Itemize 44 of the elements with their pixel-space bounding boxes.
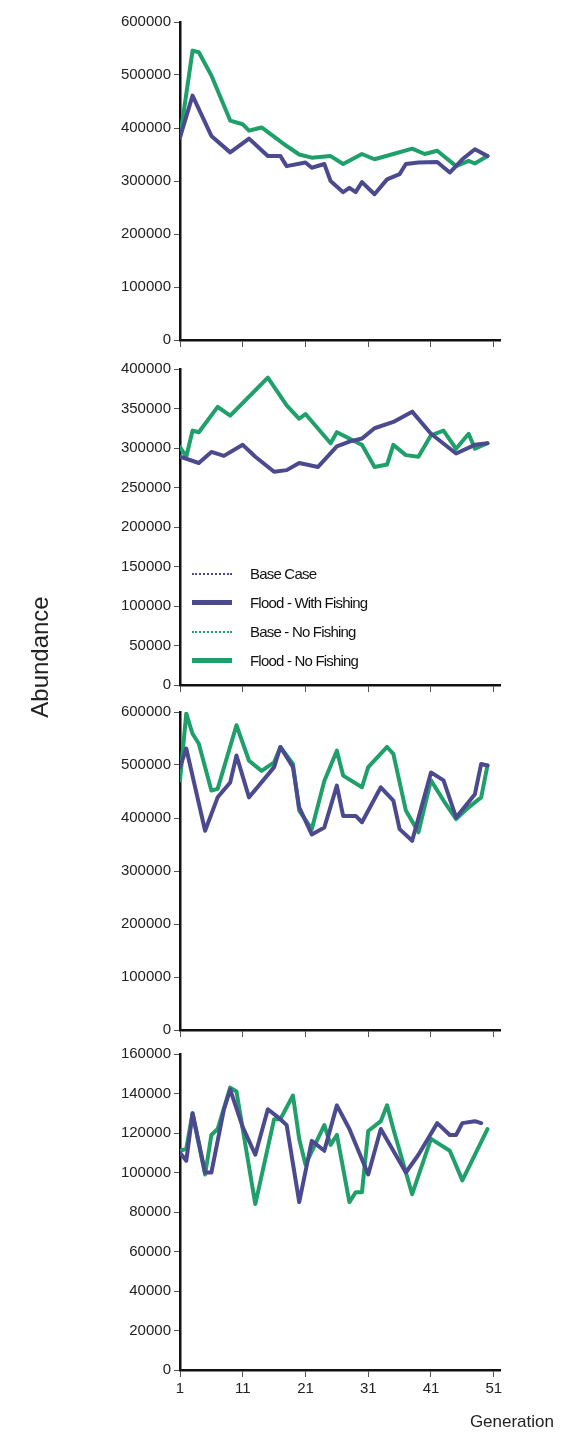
y-tick-label: 50000 — [129, 635, 171, 653]
y-axis-title: Abundance — [26, 596, 54, 718]
y-tick-label: 400000 — [120, 118, 171, 136]
y-tick-label: 160000 — [120, 1044, 171, 1062]
y-tick-label: 400000 — [120, 808, 171, 826]
x-tick-label: 41 — [422, 1379, 440, 1397]
y-tick-label: 100000 — [120, 967, 171, 985]
y-tick-label: 0 — [162, 330, 171, 348]
legend-label: Base - No Fishing — [250, 623, 356, 640]
legend-label: Flood - No Fishing — [250, 652, 359, 669]
x-tick-label: 31 — [359, 1379, 377, 1397]
y-tick-label: 250000 — [120, 477, 171, 495]
y-tick-label: 350000 — [120, 398, 171, 416]
legend-label: Flood - With Fishing — [250, 594, 368, 611]
y-tick-label: 600000 — [120, 702, 171, 720]
x-tick-label: 51 — [485, 1379, 503, 1397]
y-tick-label: 20000 — [129, 1320, 171, 1338]
y-tick-label: 200000 — [120, 224, 171, 242]
y-tick-label: 100000 — [120, 277, 171, 295]
x-axis-title: Generation — [469, 1412, 554, 1432]
y-tick-label: 200000 — [120, 914, 171, 932]
y-tick-label: 0 — [162, 1020, 171, 1038]
y-tick-label: 80000 — [129, 1202, 171, 1220]
y-tick-label: 40000 — [129, 1281, 171, 1299]
y-tick-label: 400000 — [120, 359, 171, 377]
y-tick-label: 150000 — [120, 556, 171, 574]
y-tick-label: 300000 — [120, 861, 171, 879]
y-tick-label: 500000 — [120, 755, 171, 773]
x-tick-label: 21 — [297, 1379, 314, 1397]
y-tick-label: 100000 — [120, 596, 171, 614]
x-tick-label: 1 — [175, 1379, 185, 1397]
y-tick-label: 140000 — [120, 1083, 171, 1101]
x-tick-label: 11 — [234, 1379, 251, 1397]
y-tick-label: 0 — [162, 1360, 171, 1378]
y-tick-label: 300000 — [120, 438, 171, 456]
y-tick-label: 60000 — [129, 1241, 171, 1259]
y-tick-label: 300000 — [120, 171, 171, 189]
y-tick-label: 0 — [162, 675, 171, 693]
y-tick-label: 500000 — [120, 65, 171, 83]
y-tick-label: 100000 — [120, 1162, 171, 1180]
legend-label: Base Case — [250, 565, 317, 582]
y-tick-label: 120000 — [120, 1123, 171, 1141]
y-tick-label: 200000 — [120, 517, 171, 535]
y-tick-label: 600000 — [120, 12, 171, 30]
